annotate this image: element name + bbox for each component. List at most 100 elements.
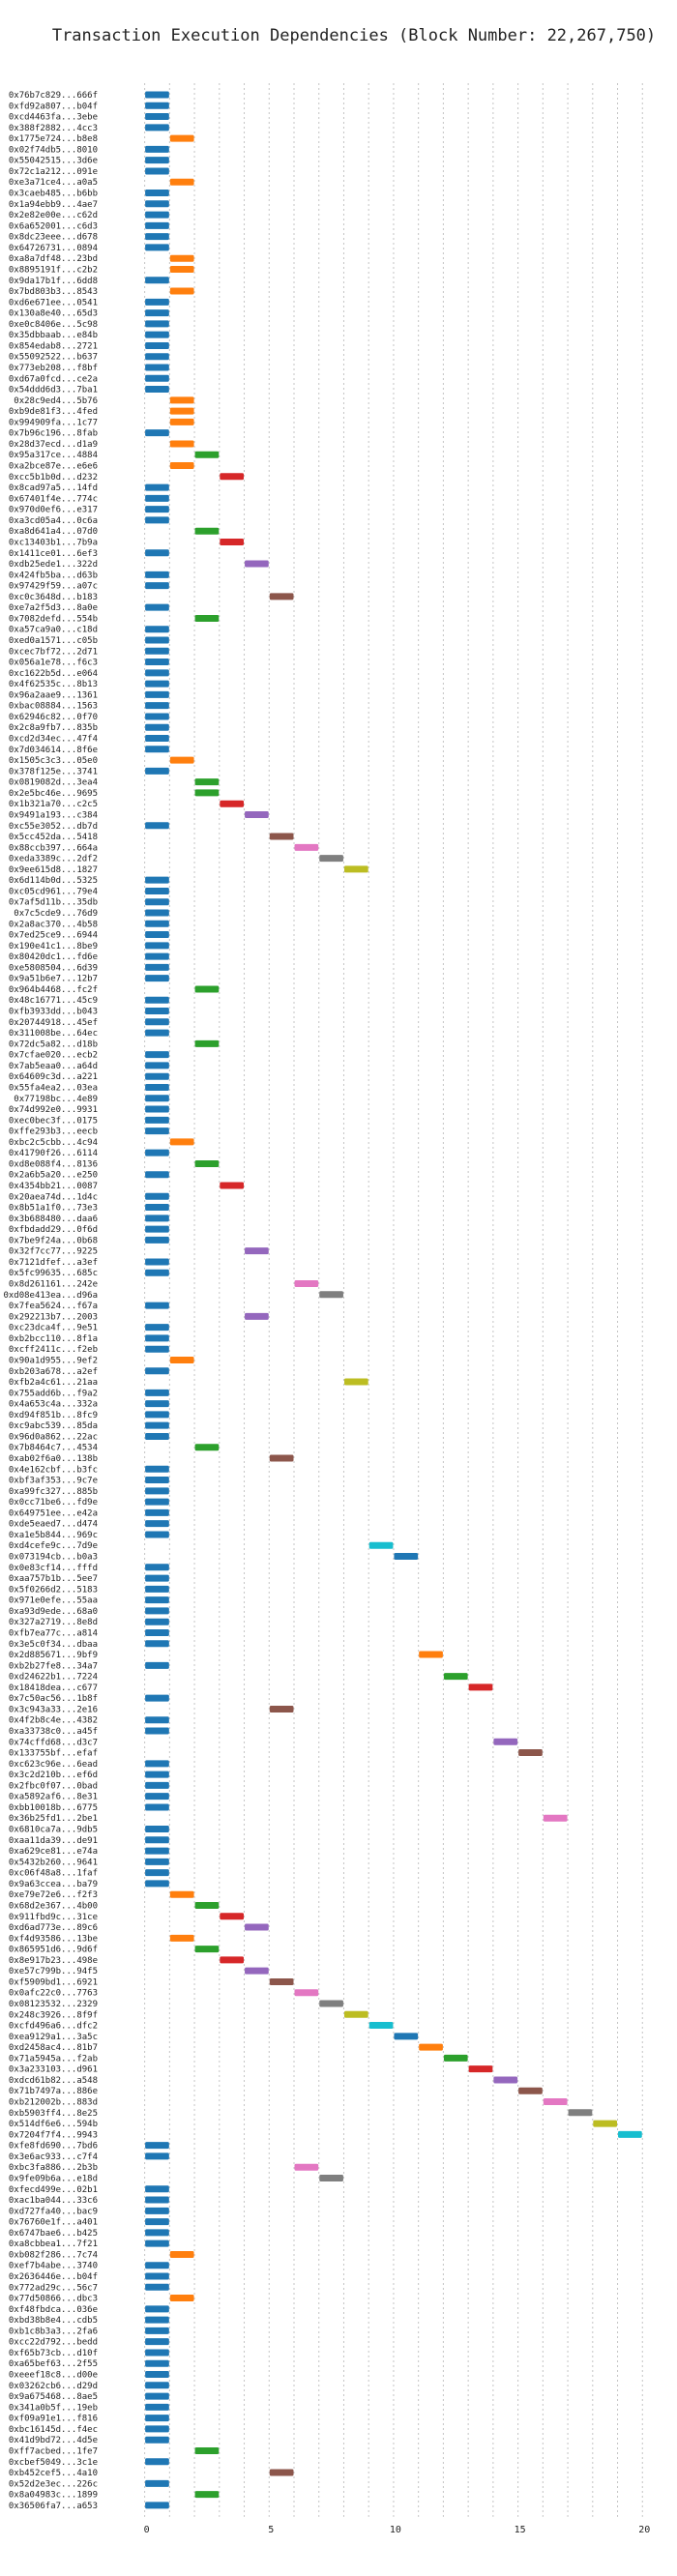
y-tick-label: 0x865951d6...9d6f (9, 1946, 98, 1955)
transaction-bar (145, 2403, 169, 2411)
y-tick-label: 0xd6e671ee...0541 (9, 298, 98, 307)
y-tick-label: 0x2d885671...9bf9 (9, 1651, 98, 1660)
y-tick-label: 0x9a675468...8ae5 (9, 2392, 98, 2402)
transaction-bar (169, 254, 194, 262)
y-tick-label: 0x7bd803b3...8543 (9, 287, 98, 297)
y-tick-label: 0xb1c8b3a3...2fa6 (9, 2327, 98, 2336)
y-tick-label: 0xb212002b...883d (9, 2098, 98, 2108)
y-tick-label: 0x52d2e3ec...226c (9, 2479, 98, 2489)
transaction-bar (145, 298, 169, 306)
transaction-bar (145, 1421, 169, 1429)
transaction-bar (220, 1913, 245, 1920)
y-tick-label: 0x3c943a33...2e16 (9, 1705, 98, 1714)
y-tick-label: 0x964b4468...fc2f (9, 985, 98, 995)
transaction-bar (145, 1826, 169, 1833)
transaction-bar (145, 2152, 169, 2160)
transaction-bar (145, 386, 169, 394)
y-tick-label: 0x8dc23eee...d678 (9, 233, 98, 243)
y-tick-label: 0x994909fa...1c77 (9, 418, 98, 427)
transaction-bar (145, 1477, 169, 1484)
y-tick-label: 0x341a0b5f...19eb (9, 2403, 98, 2413)
transaction-bar (169, 462, 194, 470)
y-tick-label: 0xe79e72e6...f2f3 (9, 1890, 98, 1900)
transaction-bar (145, 1324, 169, 1332)
y-tick-label: 0xaa757b1b...5ee7 (9, 1574, 98, 1584)
y-tick-label: 0x1a94ebb9...4ae7 (9, 200, 98, 210)
y-tick-label: 0xd67a0fcd...ce2a (9, 374, 98, 384)
transaction-bar (194, 2446, 220, 2454)
transaction-bar (368, 1541, 394, 1549)
y-tick-label: 0xb082f286...7c74 (9, 2250, 98, 2260)
y-tick-label: 0xd94f851b...8fc9 (9, 1411, 98, 1420)
y-tick-label: 0x55042515...3d6e (9, 157, 98, 166)
y-tick-label: 0xbc3fa886...2b3b (9, 2163, 98, 2173)
y-tick-label: 0xa57ca9a0...c18d (9, 626, 98, 635)
transaction-bar (145, 1607, 169, 1615)
transaction-bar (145, 516, 169, 524)
y-tick-label: 0x327a2719...8e8d (9, 1618, 98, 1627)
y-tick-label: 0x7af5d11b...35db (9, 898, 98, 908)
transaction-bar (319, 2174, 343, 2181)
transaction-bar (145, 1793, 169, 1800)
y-tick-label: 0x9da17b1f...6dd8 (9, 277, 98, 286)
transaction-bar (220, 800, 245, 807)
transaction-bar (145, 1258, 169, 1266)
transaction-bar (145, 2229, 169, 2237)
transaction-bar (145, 1171, 169, 1179)
transaction-bar (169, 418, 194, 425)
y-tick-label: 0x1775e724...b8e8 (9, 134, 98, 144)
transaction-bar (145, 2371, 169, 2379)
transaction-bar (169, 407, 194, 415)
y-tick-label: 0xfb2a4c61...21aa (9, 1378, 98, 1388)
y-tick-label: 0x7c5cde9...76d9 (14, 909, 98, 919)
transaction-bar (145, 2142, 169, 2150)
y-tick-label: 0xa99fc327...885b (9, 1487, 98, 1497)
y-tick-label: 0x76b7c829...666f (9, 91, 98, 101)
transaction-bar (169, 2295, 194, 2302)
y-tick-label: 0xdcd61b82...a548 (9, 2076, 98, 2086)
transaction-bar (343, 2010, 368, 2018)
y-tick-label: 0xcff2411c...f2eb (9, 1345, 98, 1355)
y-tick-label: 0xa629ce81...e74a (9, 1847, 98, 1857)
transaction-bar (145, 1051, 169, 1059)
y-tick-label: 0xc1622b5d...e064 (9, 669, 98, 679)
transaction-bar (145, 2196, 169, 2204)
y-tick-label: 0xab02f6a0...138b (9, 1454, 98, 1464)
transaction-bar (145, 690, 169, 698)
transaction-bar (194, 614, 220, 622)
y-tick-label: 0xa2bce87e...e6e6 (9, 462, 98, 472)
transaction-bar (169, 178, 194, 186)
transaction-bar (194, 1444, 220, 1451)
y-tick-label: 0x77d50866...dbc3 (9, 2295, 98, 2304)
transaction-bar (145, 200, 169, 208)
transaction-bar (145, 898, 169, 906)
y-tick-label: 0x97429f59...a07c (9, 582, 98, 592)
y-tick-label: 0x20aea74d...1d4c (9, 1192, 98, 1202)
y-tick-label: 0x854edab8...2721 (9, 341, 98, 351)
transaction-bar (145, 2239, 169, 2247)
transaction-bar (169, 1934, 194, 1942)
transaction-bar (145, 2359, 169, 2367)
transaction-bar (269, 1705, 294, 1712)
transaction-bar (169, 2250, 194, 2258)
y-tick-label: 0x7b8464c7...4534 (9, 1444, 98, 1453)
transaction-bar (343, 1378, 368, 1386)
transaction-bar (145, 1302, 169, 1309)
transaction-bar (269, 833, 294, 840)
y-tick-label: 0xd08e413ea...d96a (3, 1291, 98, 1301)
transaction-bar (294, 2163, 319, 2171)
y-tick-label: 0x133755bf...efaf (9, 1749, 98, 1759)
transaction-bar (394, 2033, 419, 2040)
y-tick-label: 0x36506fa7...a653 (9, 2502, 98, 2511)
transaction-bar (145, 549, 169, 557)
y-tick-label: 0xea9129a1...3a5c (9, 2033, 98, 2042)
transaction-bar (145, 341, 169, 349)
y-tick-label: 0x9ee615d8...1827 (9, 865, 98, 875)
transaction-bar (493, 2076, 518, 2084)
transaction-bar (145, 1389, 169, 1396)
y-tick-label: 0xa33738c0...a45f (9, 1727, 98, 1737)
transaction-bar (145, 1149, 169, 1156)
y-tick-label: 0x0819082d...3ea4 (9, 778, 98, 788)
transaction-bar (245, 810, 269, 818)
y-tick-label: 0x54ddd6d3...7ba1 (9, 386, 98, 395)
